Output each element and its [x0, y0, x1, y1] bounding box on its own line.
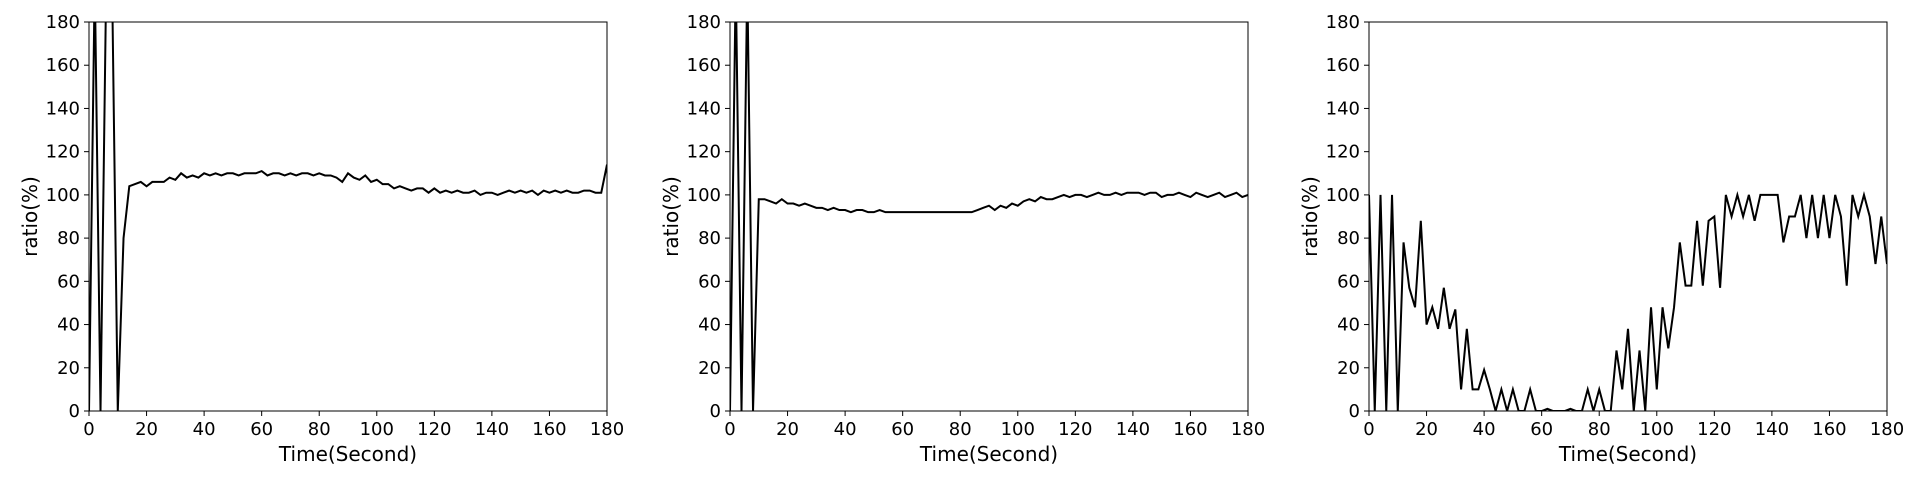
y-tick-label: 0 [1349, 401, 1360, 422]
y-tick-label: 100 [46, 185, 80, 206]
x-tick-label: 120 [1697, 419, 1731, 440]
x-tick-label: 180 [1231, 419, 1265, 440]
y-tick-label: 20 [1337, 358, 1360, 379]
x-tick-label: 140 [475, 419, 509, 440]
x-tick-label: 80 [1588, 419, 1611, 440]
x-tick-label: 20 [1415, 419, 1438, 440]
x-tick-label: 80 [949, 419, 972, 440]
x-tick-label: 120 [417, 419, 451, 440]
x-tick-label: 160 [1173, 419, 1207, 440]
x-tick-label: 180 [1870, 419, 1904, 440]
x-tick-label: 0 [1363, 419, 1374, 440]
x-tick-label: 100 [360, 419, 394, 440]
x-tick-label: 40 [834, 419, 857, 440]
y-tick-label: 180 [687, 12, 721, 33]
y-tick-label: 180 [46, 12, 80, 33]
y-tick-label: 20 [57, 358, 80, 379]
x-tick-label: 120 [1058, 419, 1092, 440]
y-tick-label: 80 [1337, 228, 1360, 249]
x-tick-label: 140 [1755, 419, 1789, 440]
data-line [89, 22, 607, 411]
x-tick-label: 160 [1812, 419, 1846, 440]
y-axis-label: ratio(%) [18, 176, 42, 257]
y-tick-label: 120 [46, 142, 80, 163]
axes-frame [729, 21, 1249, 412]
x-tick-label: 40 [193, 419, 216, 440]
x-tick-label: 160 [532, 419, 566, 440]
y-tick-label: 0 [710, 401, 721, 422]
y-tick-label: 60 [1337, 271, 1360, 292]
y-tick-label: 60 [698, 271, 721, 292]
x-tick-label: 80 [308, 419, 331, 440]
x-axis-label: Time(Second) [919, 442, 1058, 466]
y-tick-label: 40 [698, 315, 721, 336]
axes-frame [1368, 21, 1888, 412]
y-tick-label: 20 [698, 358, 721, 379]
y-tick-label: 60 [57, 271, 80, 292]
data-line [1369, 191, 1887, 411]
x-tick-label: 60 [891, 419, 914, 440]
y-tick-label: 180 [1326, 12, 1360, 33]
x-tick-label: 100 [1001, 419, 1035, 440]
x-tick-label: 0 [83, 419, 94, 440]
y-tick-label: 80 [698, 228, 721, 249]
x-tick-label: 100 [1640, 419, 1674, 440]
x-tick-label: 0 [724, 419, 735, 440]
x-tick-label: 180 [590, 419, 624, 440]
axes-frame [88, 21, 608, 412]
subplot: 0 20 40 60 80 100 120 140 160 180 0 20 40 60 80 100 120 1… [659, 12, 1265, 466]
x-axis-label: Time(Second) [278, 442, 417, 466]
y-tick-label: 140 [46, 98, 80, 119]
x-tick-label: 60 [250, 419, 273, 440]
y-tick-label: 80 [57, 228, 80, 249]
y-tick-label: 120 [1326, 142, 1360, 163]
y-tick-label: 40 [57, 315, 80, 336]
y-tick-label: 100 [687, 185, 721, 206]
y-tick-label: 120 [687, 142, 721, 163]
y-tick-label: 160 [1326, 55, 1360, 76]
y-tick-label: 160 [687, 55, 721, 76]
subplot: 0 20 40 60 80 100 120 140 160 180 0 20 40 60 80 100 120 1… [1298, 12, 1904, 466]
subplot: 0 20 40 60 80 100 120 140 160 180 0 20 40 60 80 100 120 1… [18, 12, 624, 466]
y-tick-label: 160 [46, 55, 80, 76]
x-axis-label: Time(Second) [1558, 442, 1697, 466]
x-tick-label: 140 [1116, 419, 1150, 440]
x-tick-label: 20 [135, 419, 158, 440]
y-tick-label: 140 [687, 98, 721, 119]
y-tick-label: 40 [1337, 315, 1360, 336]
data-line [730, 22, 1248, 411]
y-tick-label: 140 [1326, 98, 1360, 119]
y-axis-label: ratio(%) [1298, 176, 1322, 257]
y-tick-label: 0 [69, 401, 80, 422]
x-tick-label: 60 [1530, 419, 1553, 440]
y-tick-label: 100 [1326, 185, 1360, 206]
x-tick-label: 20 [776, 419, 799, 440]
x-tick-label: 40 [1473, 419, 1496, 440]
y-axis-label: ratio(%) [659, 176, 683, 257]
